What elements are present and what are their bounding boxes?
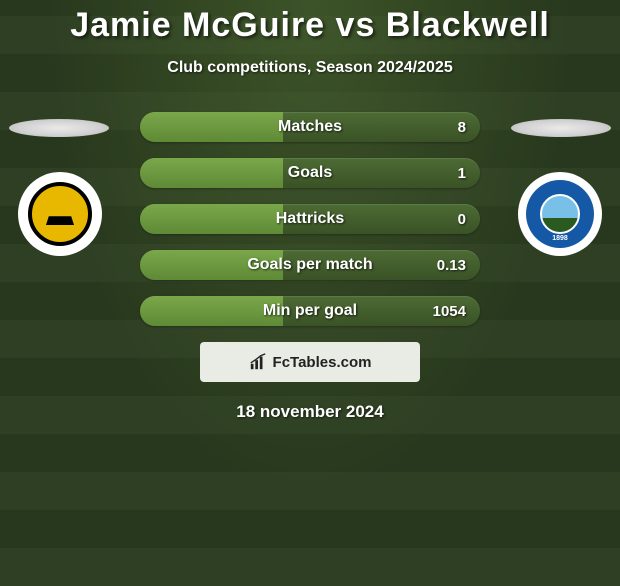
chart-icon [249,353,267,371]
stat-label: Goals [140,158,480,188]
stat-label: Min per goal [140,296,480,326]
team-crest-right: 1898 [518,172,602,256]
stat-label: Goals per match [140,250,480,280]
team-crest-left [18,172,102,256]
attribution-text: FcTables.com [273,354,372,371]
stat-value: 0 [458,204,466,234]
stat-label: Matches [140,112,480,142]
crest-inner-left [28,182,92,246]
attribution-box: FcTables.com [200,342,420,382]
stat-bar: Hattricks 0 [140,204,480,234]
stat-bar: Goals 1 [140,158,480,188]
stat-bars: Matches 8 Goals 1 Hattricks 0 Goals per … [140,112,480,326]
stat-value: 0.13 [437,250,466,280]
stat-bar: Matches 8 [140,112,480,142]
stat-value: 8 [458,112,466,142]
stat-bar: Min per goal 1054 [140,296,480,326]
ship-icon [46,203,74,225]
comparison-panel: 1898 Matches 8 Goals 1 Hattricks 0 Goals… [0,112,620,422]
crest-center-right [540,194,580,234]
crest-inner-right: 1898 [526,180,594,248]
stat-bar: Goals per match 0.13 [140,250,480,280]
player-shadow-right [511,119,611,137]
stat-value: 1054 [433,296,466,326]
stat-label: Hattricks [140,204,480,234]
page-subtitle: Club competitions, Season 2024/2025 [0,59,620,77]
page-title: Jamie McGuire vs Blackwell [0,6,620,45]
stat-value: 1 [458,158,466,188]
player-shadow-left [9,119,109,137]
crest-year: 1898 [552,235,568,242]
footer-date: 18 november 2024 [0,402,620,422]
